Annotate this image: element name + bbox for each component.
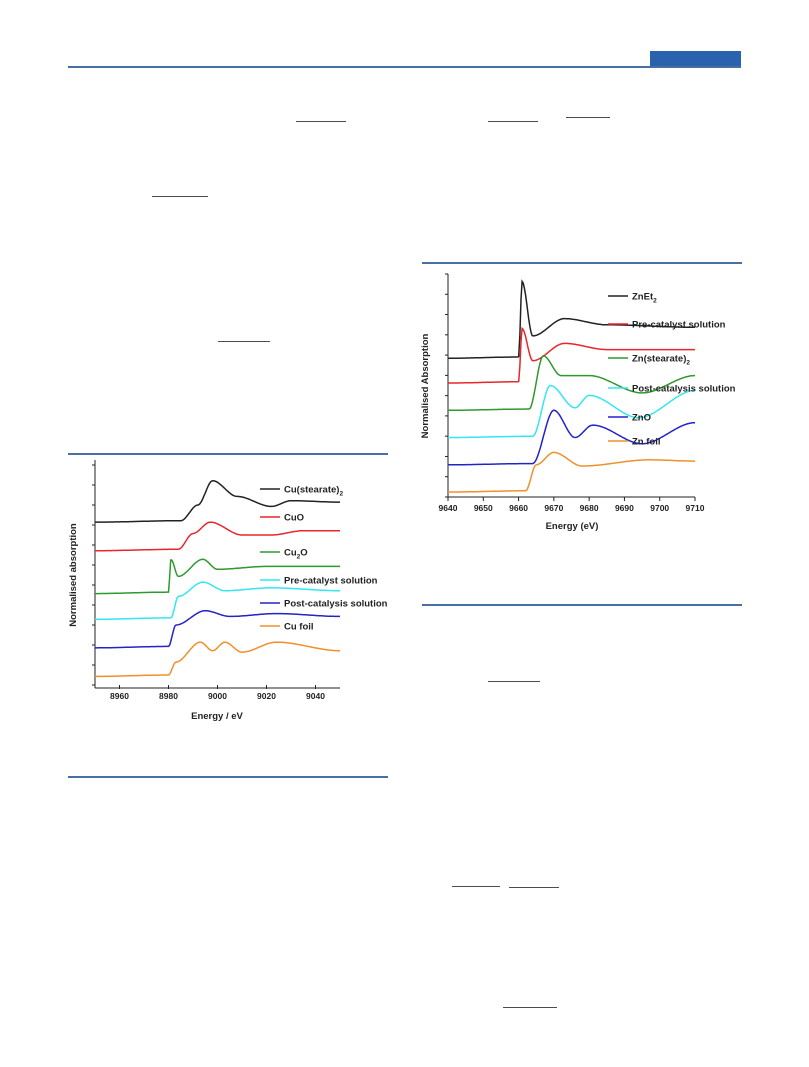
cu-legend-label: CuO [284,513,304,524]
zn-x-tick-label: 9680 [580,503,599,513]
zn-series-3 [448,384,695,439]
citation-link[interactable] [509,887,559,888]
citation-link[interactable] [488,681,540,682]
cu-series-5 [95,641,340,678]
zn-x-tick-label: 9710 [686,503,705,513]
zn-series-4 [448,409,695,466]
header-block [650,51,741,66]
zn-legend-label: Zn foil [632,437,661,448]
zn-series-1 [448,326,695,384]
zn-series-lines [448,279,695,493]
citation-link[interactable] [152,196,208,197]
figure-bottom-rule [68,776,388,778]
header-rule [68,66,741,68]
zn-plot-frame [447,274,695,498]
cu-x-tick-label: 8980 [159,691,178,701]
cu-xanes-chart: 8960 8980 9000 9020 9040 Cu(stearate)2 CuO Cu2… [68,460,388,722]
zn-series-2 [448,354,695,412]
zn-y-axis-label: Normalised Absorption [420,333,431,438]
figure-top-rule [68,453,388,455]
zn-legend-label: ZnO [632,413,651,424]
zn-x-tick-label: 9700 [650,503,669,513]
cu-legend-label: Cu2O [284,548,308,561]
cu-series-lines [95,479,340,678]
zn-x-ticks: 9640 9650 9660 9670 9680 9690 9700 9710 [439,497,705,513]
cu-series-4 [95,609,340,649]
zn-legend-label: Zn(stearate)2 [632,354,690,367]
zn-series-5 [448,451,695,493]
cu-legend-label: Cu(stearate)2 [284,485,343,498]
cu-legend-label: Post-catalysis solution [284,599,388,610]
cu-y-ticks [92,464,95,686]
zn-legend-label: ZnEt2 [632,292,657,305]
zn-x-tick-label: 9670 [544,503,563,513]
cu-series-1 [95,521,340,552]
cu-series-0 [95,479,340,523]
zn-x-tick-label: 9650 [474,503,493,513]
zn-legend: ZnEt2 Pre-catalyst solution Zn(stearate)2 P… [608,292,736,448]
cu-y-axis-label: Normalised absorption [68,523,79,627]
zn-x-tick-label: 9640 [439,503,458,513]
zn-y-ticks [445,273,448,498]
cu-x-tick-label: 9040 [306,691,325,701]
citation-link[interactable] [566,117,610,118]
cu-x-axis-label: Energy / eV [191,711,243,722]
cu-series-3 [95,581,340,621]
cu-x-tick-label: 9020 [257,691,276,701]
cu-legend-label: Cu foil [284,622,314,633]
cu-x-tick-label: 9000 [208,691,227,701]
zn-legend-label: Pre-catalyst solution [632,320,726,331]
zn-x-tick-label: 9690 [615,503,634,513]
cu-x-tick-label: 8960 [110,691,129,701]
zn-x-tick-label: 9660 [509,503,528,513]
cu-legend: Cu(stearate)2 CuO Cu2O Pre-catalyst solutio… [260,485,388,633]
zn-series-0 [448,279,695,359]
citation-link[interactable] [218,341,270,342]
citation-link[interactable] [503,1007,557,1008]
figure-top-rule [422,262,742,264]
citation-link[interactable] [296,121,346,122]
figure-bottom-rule [422,604,742,606]
zn-xanes-chart: 9640 9650 9660 9670 9680 9690 9700 9710 ZnEt2 Pr… [420,273,736,532]
zn-x-axis-label: Energy (eV) [546,521,599,532]
cu-legend-label: Pre-catalyst solution [284,576,378,587]
citation-link[interactable] [452,886,500,887]
citation-link[interactable] [488,121,538,122]
cu-series-2 [95,558,340,595]
zn-legend-label: Post-catalysis solution [632,384,736,395]
cu-x-ticks: 8960 8980 9000 9020 9040 [110,685,325,701]
